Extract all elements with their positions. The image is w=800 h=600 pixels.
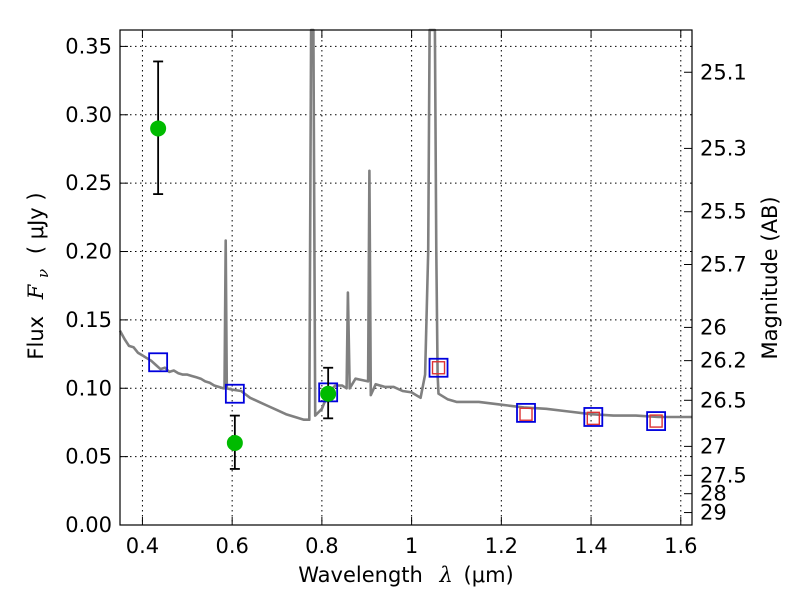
x-tick-label: 0.4 [126, 534, 159, 558]
y-tick-label: 0.25 [65, 171, 112, 195]
x-tick-label: 0.8 [305, 534, 338, 558]
x-tick-label: 0.6 [215, 534, 248, 558]
y-axis-title: Flux F ν ( μJy ) [24, 192, 53, 359]
magnitude-tick-label: 25.7 [700, 253, 747, 277]
magnitude-tick-label: 27 [700, 434, 727, 458]
model-square-marker [646, 411, 667, 431]
magnitude-tick-label: 29 [700, 501, 727, 525]
magnitude-tick-label: 26.2 [700, 349, 747, 373]
grid [120, 30, 692, 526]
y-tick-label: 0.15 [65, 308, 112, 332]
magnitude-tick-label: 26 [700, 315, 727, 339]
magnitude-tick-label: 28 [700, 482, 727, 506]
x-tick-label: 1 [405, 534, 418, 558]
right-axis-title: Magnitude (AB) [758, 196, 782, 359]
spectrum-layer [118, 28, 692, 421]
marker-layer [148, 60, 667, 470]
y-tick-label: 0.35 [65, 34, 112, 58]
y-tick-label: 0.30 [65, 103, 112, 127]
model-square-marker [224, 383, 245, 404]
model-square-marker [428, 357, 449, 378]
observed-flux-point [320, 385, 337, 402]
y-tick-label: 0.10 [65, 376, 112, 400]
model-square-marker [516, 402, 536, 423]
magnitude-tick-label: 25.1 [700, 60, 747, 84]
magnitude-tick-label: 25.5 [700, 200, 747, 224]
x-axis-ticks: 0.4 0.6 0.8 1 1.2 1.4 1.6 [126, 30, 697, 558]
x-tick-label: 1.6 [664, 534, 697, 558]
spectrum-line [118, 28, 692, 421]
y-tick-label: 0.05 [65, 445, 112, 469]
x-tick-label: 1.4 [574, 534, 607, 558]
observed-flux-point [226, 434, 243, 451]
model-small-square-marker [519, 407, 533, 421]
x-tick-label: 1.2 [485, 534, 518, 558]
plot-frame [119, 29, 693, 526]
x-axis-title: Wavelength λ (μm) [298, 563, 513, 587]
y-tick-label: 0.00 [65, 513, 112, 537]
magnitude-tick-label: 27.5 [700, 463, 747, 487]
model-square-marker [148, 352, 169, 373]
model-square-marker [583, 407, 604, 427]
model-small-square-marker [649, 414, 663, 428]
magnitude-tick-label: 25.3 [700, 136, 747, 160]
observed-flux-point [150, 120, 167, 137]
model-small-square-marker [431, 361, 446, 375]
model-small-square-marker [586, 411, 601, 426]
y-tick-label: 0.20 [65, 240, 112, 264]
magnitude-tick-label: 26.5 [700, 388, 747, 412]
y-axis-ticks: 0.00 0.05 0.10 0.15 0.20 0.25 0.30 0.35 [65, 34, 128, 537]
